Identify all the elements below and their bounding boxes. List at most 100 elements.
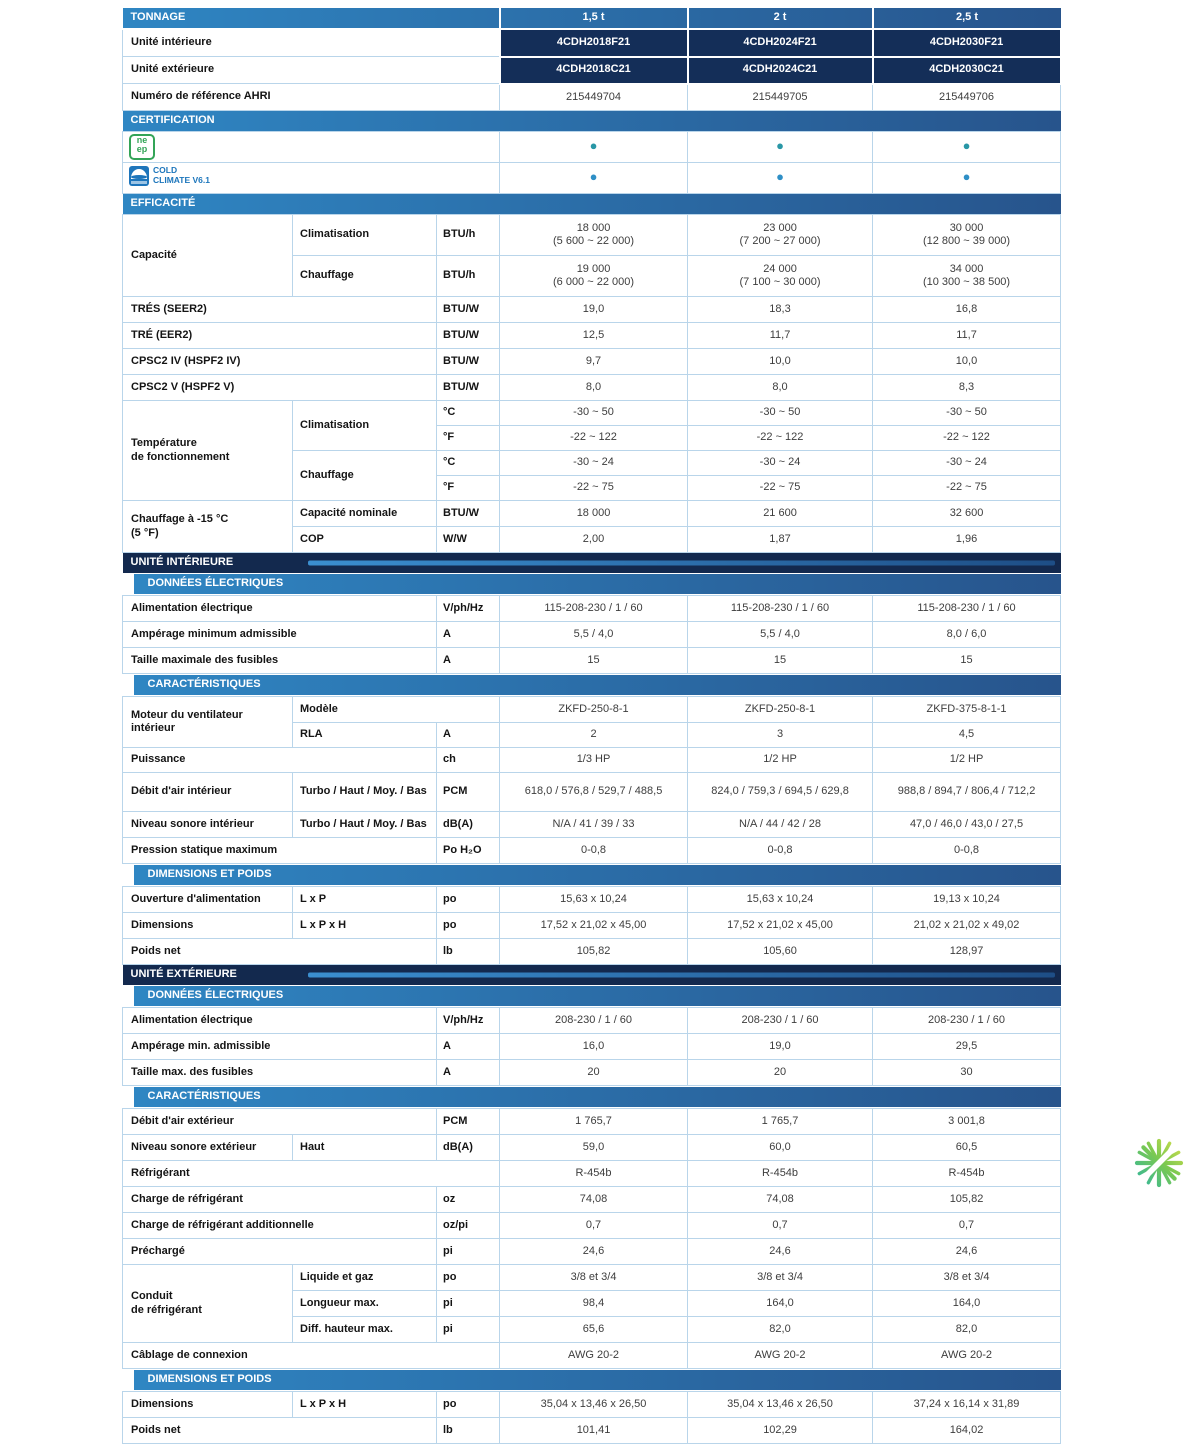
spec-table: TONNAGE 1,5 t 2 t 2,5 t Unité intérieure… [121,8,1062,1444]
row-cablage: Câblage de connexion AWG 20-2 AWG 20-2 A… [121,1342,1062,1369]
value-cell: 105,82 [499,938,689,965]
row-debit-air-int: Débit d'air intérieur Turbo / Haut / Moy… [122,772,1062,812]
value-cell: 24,6 [687,1238,874,1265]
subsection-donnees-electriques-int-row: DONNÉES ÉLECTRIQUES [122,573,1061,596]
value-cell: 30 000 (12 800 ~ 39 000) [872,214,1062,256]
unit-cell: lb [435,1417,501,1444]
unit-cell: °C [435,450,501,476]
unit-cell: po [435,886,501,913]
value-cell: 8,0 [687,374,874,401]
value-cell: 3/8 et 3/4 [872,1264,1062,1291]
certification-dot: ● [589,169,598,185]
unit-cell: pi [435,1290,501,1317]
value-cell: 35,04 x 13,46 x 26,50 [687,1391,874,1418]
value-cell: 12,5 [499,322,689,349]
temp-clim-label: Climatisation [292,400,437,451]
value-cell: 1/3 HP [499,747,689,773]
value-cell: 1 765,7 [687,1108,874,1135]
cold-climate-line2: CLIMATE V6.1 [153,174,210,185]
tonnage-header-row: TONNAGE 1,5 t 2 t 2,5 t [122,8,1061,30]
row-ext-amperage: Ampérage min. admissible A 16,0 19,0 29,… [122,1033,1062,1060]
value-cell: -22 ~ 75 [872,475,1062,501]
value-cell: 3/8 et 3/4 [687,1264,874,1291]
unit-cell: W/W [435,526,501,553]
subsection-dimensions-int-row: DIMENSIONS ET POIDS [122,863,1061,887]
unit-cell: oz/pi [435,1212,501,1239]
outdoor-model-label: Unité extérieure [121,56,501,84]
temp-chauffage-label: Chauffage [292,450,437,501]
section-certification-title: CERTIFICATION [122,110,1061,132]
unit-cell: PCM [435,772,501,812]
value-cell: -22 ~ 122 [872,425,1062,451]
subsection-caracteristiques-ext: CARACTÉRISTIQUES [133,1087,1061,1107]
pression-label: Pression statique maximum [122,837,437,864]
subsection-title-text: DIMENSIONS ET POIDS [147,1373,272,1386]
puissance-label: Puissance [122,747,437,773]
subsection-title-text: DONNÉES ÉLECTRIQUES [147,577,284,590]
subsection-caracteristiques-ext-row: CARACTÉRISTIQUES [122,1085,1061,1109]
unit-cell: PCM [435,1108,501,1135]
section-title-text: UNITÉ INTÉRIEURE [130,556,234,569]
ahri-value: 215449704 [499,83,689,111]
value-cell: 115-208-230 / 1 / 60 [687,595,874,622]
value-cell: 30 [872,1059,1062,1086]
row-puissance: Puissance ch 1/3 HP 1/2 HP 1/2 HP [122,747,1062,773]
neep-logo-text: ne [136,135,148,145]
value-cell: 1,96 [872,526,1062,553]
row-precharge: Préchargé pi 24,6 24,6 24,6 [122,1238,1062,1265]
row-capacite-chauffage: Chauffage BTU/h 19 000 (6 000 ~ 22 000) … [123,255,1062,297]
conduit-label: Conduit de réfrigérant [122,1264,293,1343]
row-temp-chauf-f: °F -22 ~ 75 -22 ~ 75 -22 ~ 75 [123,475,1062,501]
indoor-model-row: Unité intérieure 4CDH2018F21 4CDH2024F21… [121,28,1062,58]
value-cell: 15 [872,647,1062,674]
unit-cell: BTU/W [435,374,501,401]
value-cell: 2,00 [499,526,689,553]
cop-label: COP [292,526,437,553]
value-cell: ZKFD-250-8-1 [687,696,874,723]
section-bar-line [307,560,1055,566]
value-cell: 128,97 [872,938,1062,965]
cap-nominale-label: Capacité nominale [292,500,437,527]
section-unite-exterieure-title: UNITÉ EXTÉRIEURE [122,964,1061,985]
value-cell: 101,41 [499,1417,689,1444]
section-efficacite-row: EFFICACITÉ [122,193,1061,215]
outdoor-model-value: 4CDH2024C21 [686,55,874,85]
value-cell: 3 001,8 [872,1108,1062,1135]
ext-alimentation-label: Alimentation électrique [122,1007,437,1034]
unit-cell: ch [435,747,501,773]
value-cell: 8,3 [872,374,1062,401]
value-cell: 21,02 x 21,02 x 49,02 [872,912,1062,939]
value-cell: 11,7 [872,322,1062,349]
value-cell: 35,04 x 13,46 x 26,50 [499,1391,689,1418]
value-cell: 0,7 [872,1212,1062,1239]
row-charge-additionnelle: Charge de réfrigérant additionnelle oz/p… [122,1212,1062,1239]
unit-cell: BTU/W [435,322,501,349]
charge-add-label: Charge de réfrigérant additionnelle [122,1212,437,1239]
value-cell: 60,5 [872,1134,1062,1161]
value-cell: 24,6 [499,1238,689,1265]
dimensions-dims-label: L x P x H [292,912,437,939]
value-cell: -22 ~ 75 [687,475,874,501]
ouverture-label: Ouverture d'alimentation [122,886,293,913]
row-moteur-rla: RLA A 2 3 4,5 [123,722,1062,748]
debit-modes-label: Turbo / Haut / Moy. / Bas [292,772,437,812]
value-cell: 29,5 [872,1033,1062,1060]
climatisation-label: Climatisation [292,214,437,256]
value-cell: 19,13 x 10,24 [872,886,1062,913]
value-cell: 18 000 [499,500,689,527]
row-cpsc2-iv: CPSC2 IV (HSPF2 IV) BTU/W 9,7 10,0 10,0 [122,348,1062,375]
ahri-row: Numéro de référence AHRI 215449704 21544… [121,83,1062,111]
neep-logo-cell: ne ep [121,131,501,163]
value-cell: 19 000 (6 000 ~ 22 000) [499,255,689,297]
temperature-label: Température de fonctionnement [122,400,293,501]
dimensions-ext-dims-label: L x P x H [292,1391,437,1418]
subsection-donnees-electriques-int: DONNÉES ÉLECTRIQUES [133,574,1061,594]
value-cell: 1,87 [687,526,874,553]
subsection-donnees-electriques-ext: DONNÉES ÉLECTRIQUES [133,986,1061,1006]
tonnage-col-3: 2,5 t [871,8,1061,30]
value-cell: 20 [499,1059,689,1086]
value-cell: 0,7 [687,1212,874,1239]
value-cell: 19,0 [687,1033,874,1060]
row-dimensions-int: Dimensions L x P x H po 17,52 x 21,02 x … [122,912,1062,939]
energy-star-icon [129,165,149,186]
